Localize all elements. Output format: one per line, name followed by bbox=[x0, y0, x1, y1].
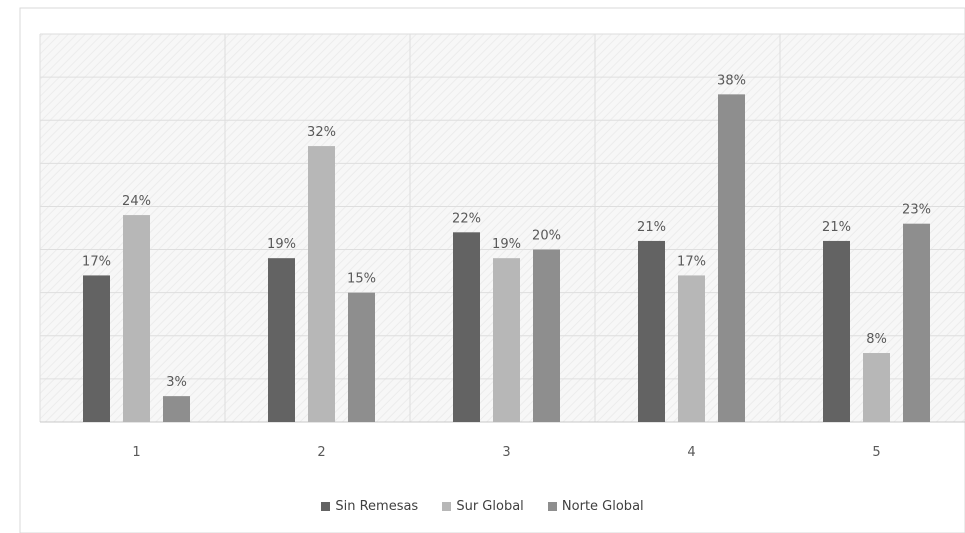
data-label: 17% bbox=[82, 254, 111, 269]
bar-norte-global-1 bbox=[163, 396, 190, 422]
legend-label-norte-global: Norte Global bbox=[561, 499, 644, 514]
data-label: 8% bbox=[866, 332, 887, 347]
data-label: 19% bbox=[267, 237, 296, 252]
data-labels: 17% 24% 3% 19% 32% 15% 22% 19% 20% 21% 17% 38% 21% 8%… bbox=[82, 73, 931, 390]
bar-sur-global-2 bbox=[308, 146, 335, 423]
data-label: 19% bbox=[492, 237, 521, 252]
category-axis: 1 2 3 4 5 bbox=[132, 445, 880, 460]
bar-sin-remesas-4 bbox=[638, 240, 665, 422]
bar-sur-global-3 bbox=[493, 258, 520, 422]
data-label: 38% bbox=[717, 73, 746, 88]
bar-sur-global-4 bbox=[678, 275, 705, 422]
data-label: 20% bbox=[532, 229, 561, 244]
data-label: 15% bbox=[347, 272, 376, 287]
data-label: 32% bbox=[307, 125, 336, 140]
data-label: 22% bbox=[452, 211, 481, 226]
bar-norte-global-2 bbox=[348, 292, 375, 422]
legend-item-sin-remesas: Sin Remesas bbox=[321, 499, 418, 514]
bars bbox=[83, 94, 930, 423]
legend-swatch-norte-global bbox=[547, 502, 557, 511]
data-label: 3% bbox=[166, 375, 187, 390]
bar-sin-remesas-3 bbox=[453, 232, 480, 422]
data-label: 17% bbox=[677, 254, 706, 269]
bar-norte-global-5 bbox=[903, 223, 930, 422]
bar-sin-remesas-5 bbox=[823, 240, 850, 422]
bar-norte-global-3 bbox=[533, 249, 560, 422]
bar-sur-global-1 bbox=[123, 215, 150, 422]
category-label: 3 bbox=[502, 445, 510, 460]
legend-item-norte-global: Norte Global bbox=[547, 499, 644, 514]
bar-norte-global-4 bbox=[718, 94, 745, 422]
legend-item-sur-global: Sur Global bbox=[442, 499, 524, 514]
legend-label-sin-remesas: Sin Remesas bbox=[335, 499, 419, 514]
data-label: 21% bbox=[822, 220, 851, 235]
category-label: 1 bbox=[132, 445, 140, 460]
legend-swatch-sur-global bbox=[442, 502, 452, 511]
category-label: 2 bbox=[317, 445, 325, 460]
bar-sur-global-5 bbox=[863, 353, 890, 422]
legend: Sin Remesas Sur Global Norte Global bbox=[0, 499, 965, 515]
legend-swatch-sin-remesas bbox=[321, 502, 331, 511]
bar-sin-remesas-1 bbox=[83, 275, 110, 422]
data-label: 24% bbox=[122, 194, 151, 209]
legend-label-sur-global: Sur Global bbox=[456, 499, 524, 514]
category-label: 4 bbox=[687, 445, 695, 460]
bar-sin-remesas-2 bbox=[268, 258, 295, 422]
data-label: 23% bbox=[902, 203, 931, 218]
category-label: 5 bbox=[872, 445, 880, 460]
data-label: 21% bbox=[637, 220, 666, 235]
